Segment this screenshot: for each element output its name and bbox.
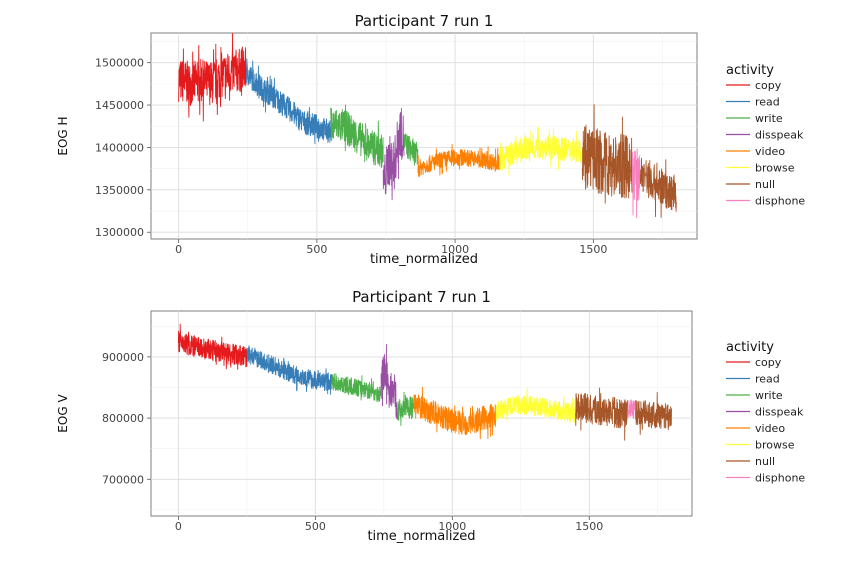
y-tick-label: 1400000 [95,141,144,154]
legend-title: activity [726,63,774,78]
legend-label-disphone: disphone [755,195,805,208]
series-line-video [417,143,500,177]
y-tick-label: 700000 [102,473,144,486]
legend-label-copy: copy [755,356,782,369]
series-line-browse [498,126,583,176]
legend-label-disspeak: disspeak [755,406,804,419]
y-axis-label: EOG H [56,116,70,155]
y-tick-label: 1350000 [95,184,144,197]
y-axis-label: EOG V [56,394,70,433]
series-line-disphone [627,399,637,421]
series-line-read [246,345,333,395]
y-tick-label: 1300000 [95,226,144,239]
series-line-browse [495,388,577,424]
legend-label-write: write [755,389,783,402]
legend-label-null: null [755,455,775,468]
y-tick-label: 900000 [102,351,144,364]
x-tick-label: 1000 [438,520,466,533]
series-line-copy [177,323,248,370]
legend-label-null: null [755,178,775,191]
x-axis-label: time_normalized [370,252,478,267]
series-line-null [581,104,633,204]
legend-label-video: video [755,145,785,158]
series-line-write [403,133,419,166]
x-tick-label: 1500 [575,520,603,533]
x-tick-label: 0 [175,243,182,256]
chart-title: Participant 7 run 1 [352,288,491,306]
legend-label-write: write [755,112,783,125]
legend-title: activity [726,340,774,355]
series-line-video [413,386,497,440]
series-line-null [575,387,629,441]
legend-label-browse: browse [755,162,795,175]
legend-label-video: video [755,422,785,435]
x-tick-label: 1500 [579,243,607,256]
series-line-write [397,391,415,426]
y-tick-label: 1450000 [95,99,144,112]
legend-label-disphone: disphone [755,472,805,485]
legend-label-read: read [755,96,780,109]
x-tick-label: 0 [175,520,182,533]
chart-panel-2: 0 500 1000 1500 700000 800000 900000 Participan… [56,288,805,544]
x-tick-label: 500 [305,520,326,533]
series-group [177,323,672,441]
x-tick-label: 500 [306,243,327,256]
series-line-null [639,157,677,218]
series-line-disspeak [382,108,405,201]
x-tick-label: 1000 [441,243,469,256]
series-line-write [330,104,384,168]
legend-label-read: read [755,373,780,386]
series-line-copy [178,33,247,122]
legend-label-disspeak: disspeak [755,129,804,142]
y-tick-label: 1500000 [95,57,144,70]
series-line-read [245,58,332,145]
series-line-disspeak [380,343,398,420]
series-line-disphone [631,148,641,219]
series-line-null [635,392,672,435]
x-axis-label: time_normalized [367,529,475,544]
series-line-write [331,373,382,403]
legend-label-copy: copy [755,79,782,92]
chart-panel-1: 0 500 1000 1500 1300000 1350000 1400000 1450000… [56,12,805,267]
y-tick-label: 800000 [102,412,144,425]
legend-label-browse: browse [755,439,795,452]
chart-title: Participant 7 run 1 [355,12,494,30]
series-group [178,33,677,219]
